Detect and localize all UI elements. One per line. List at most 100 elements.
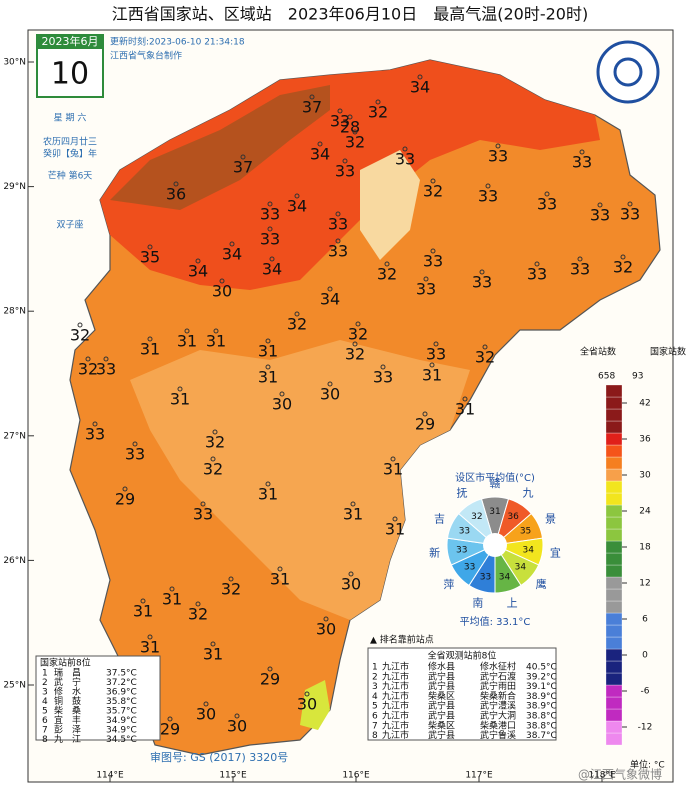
table-cell: 2 <box>372 672 378 682</box>
colorbar-label: 12 <box>639 579 650 589</box>
station-dot <box>77 322 83 328</box>
station-value: 31 <box>133 602 153 621</box>
table-cell: 武宁县 <box>428 670 455 682</box>
station-value: 34 <box>222 245 242 264</box>
station-dot <box>85 356 91 362</box>
update-time: 更新时刻:2023-06-10 21:34:18 <box>110 36 245 48</box>
zodiac: 双子座 <box>56 219 83 231</box>
colorbar-cell <box>605 636 623 650</box>
station-dot <box>265 481 271 487</box>
lunar-year: 癸卯【兔】年 <box>43 148 97 160</box>
station-value: 33 <box>96 360 116 379</box>
station-dot <box>544 191 550 197</box>
colorbar-cell <box>605 708 623 722</box>
station-dot <box>323 616 329 622</box>
table-cell: 九江市 <box>382 729 409 741</box>
table-cell: 35.8°C <box>106 697 137 707</box>
colorbar-cell <box>605 612 623 626</box>
colorbar-cell <box>605 672 623 686</box>
colorbar-cell <box>605 696 623 710</box>
station-value: 32 <box>368 103 388 122</box>
station-value: 31 <box>140 638 160 657</box>
national-table-box <box>35 655 161 741</box>
national-count-label: 国家站数 <box>650 346 686 358</box>
station-value: 31 <box>343 505 363 524</box>
table-cell: 5 <box>42 707 48 717</box>
pie-value: 34 <box>523 545 535 555</box>
table-cell: 武宁县 <box>428 680 455 692</box>
station-dot <box>375 99 381 105</box>
station-value: 35 <box>140 248 160 267</box>
station-value: 31 <box>140 340 160 359</box>
title: 江西省国家站、区域站 2023年06月10日 最高气温(20时-20时) <box>112 5 588 24</box>
station-dot <box>200 501 206 507</box>
table-cell: 九江市 <box>382 700 409 712</box>
colorbar-cell <box>605 600 623 614</box>
station-dot <box>167 716 173 722</box>
station-dot <box>122 486 128 492</box>
table-cell: 柴桑港口 <box>480 719 516 731</box>
station-dot <box>147 244 153 250</box>
station-dot <box>184 328 190 334</box>
table-cell: 3 <box>42 688 48 698</box>
station-value: 33 <box>328 215 348 234</box>
station-dot <box>294 193 300 199</box>
station-dot <box>304 691 310 697</box>
station-dot <box>577 256 583 262</box>
table-cell: 九江市 <box>382 710 409 722</box>
station-dot <box>579 149 585 155</box>
station-dot <box>212 429 218 435</box>
colorbar-cell <box>605 456 623 470</box>
station-value: 32 <box>475 348 495 367</box>
station-dot <box>327 286 333 292</box>
station-value: 33 <box>260 230 280 249</box>
colorbar-label: 30 <box>639 471 651 481</box>
pie-value: 33 <box>459 527 470 537</box>
table-cell: 7 <box>42 726 48 736</box>
table-cell: 宜 丰 <box>54 714 81 726</box>
station-value: 32 <box>205 433 225 452</box>
station-value: 32 <box>287 315 307 334</box>
logo <box>596 40 660 104</box>
station-dot <box>92 421 98 427</box>
colorbar-label: 0 <box>642 651 648 661</box>
station-value: 34 <box>410 78 430 97</box>
table-cell: 6 <box>372 712 378 722</box>
table-cell: 彭 泽 <box>54 724 81 736</box>
colorbar-cell <box>605 588 623 602</box>
table-title: 国家站前8位 <box>40 657 91 669</box>
station-dot <box>352 129 358 135</box>
station-dot <box>627 201 633 207</box>
table-cell: 铜 鼓 <box>54 695 81 707</box>
station-value: 31 <box>258 342 278 361</box>
table-cell: 柴桑新合 <box>480 690 516 702</box>
colorbar-cell <box>605 420 623 434</box>
pie-title: 设区市平均值(°C) <box>455 471 535 484</box>
station-dot <box>103 356 109 362</box>
station-dot <box>267 226 273 232</box>
station-value: 28 <box>340 118 360 137</box>
station-dot <box>173 181 179 187</box>
pie-value: 32 <box>471 512 482 522</box>
station-value: 32 <box>423 182 443 201</box>
table-cell: 34.9°C <box>106 726 137 736</box>
pie-category: 吉 <box>434 513 445 526</box>
colorbar-cell <box>605 540 623 554</box>
station-dot <box>352 341 358 347</box>
colorbar-cell <box>605 660 623 674</box>
station-value: 37 <box>302 98 322 117</box>
colorbar-label: 6 <box>642 615 648 625</box>
station-value: 31 <box>203 645 223 664</box>
station-dot <box>355 321 361 327</box>
station-dot <box>195 258 201 264</box>
table-cell: 修水征村 <box>480 661 516 673</box>
pie-category: 抚 <box>457 486 468 500</box>
station-dot <box>417 74 423 80</box>
station-value: 33 <box>527 265 547 284</box>
pie-value: 33 <box>480 573 491 583</box>
table-cell: 柴桑区 <box>428 690 455 702</box>
pie-category: 宜 <box>550 546 561 560</box>
station-dot <box>335 211 341 217</box>
station-value: 32 <box>345 133 365 152</box>
